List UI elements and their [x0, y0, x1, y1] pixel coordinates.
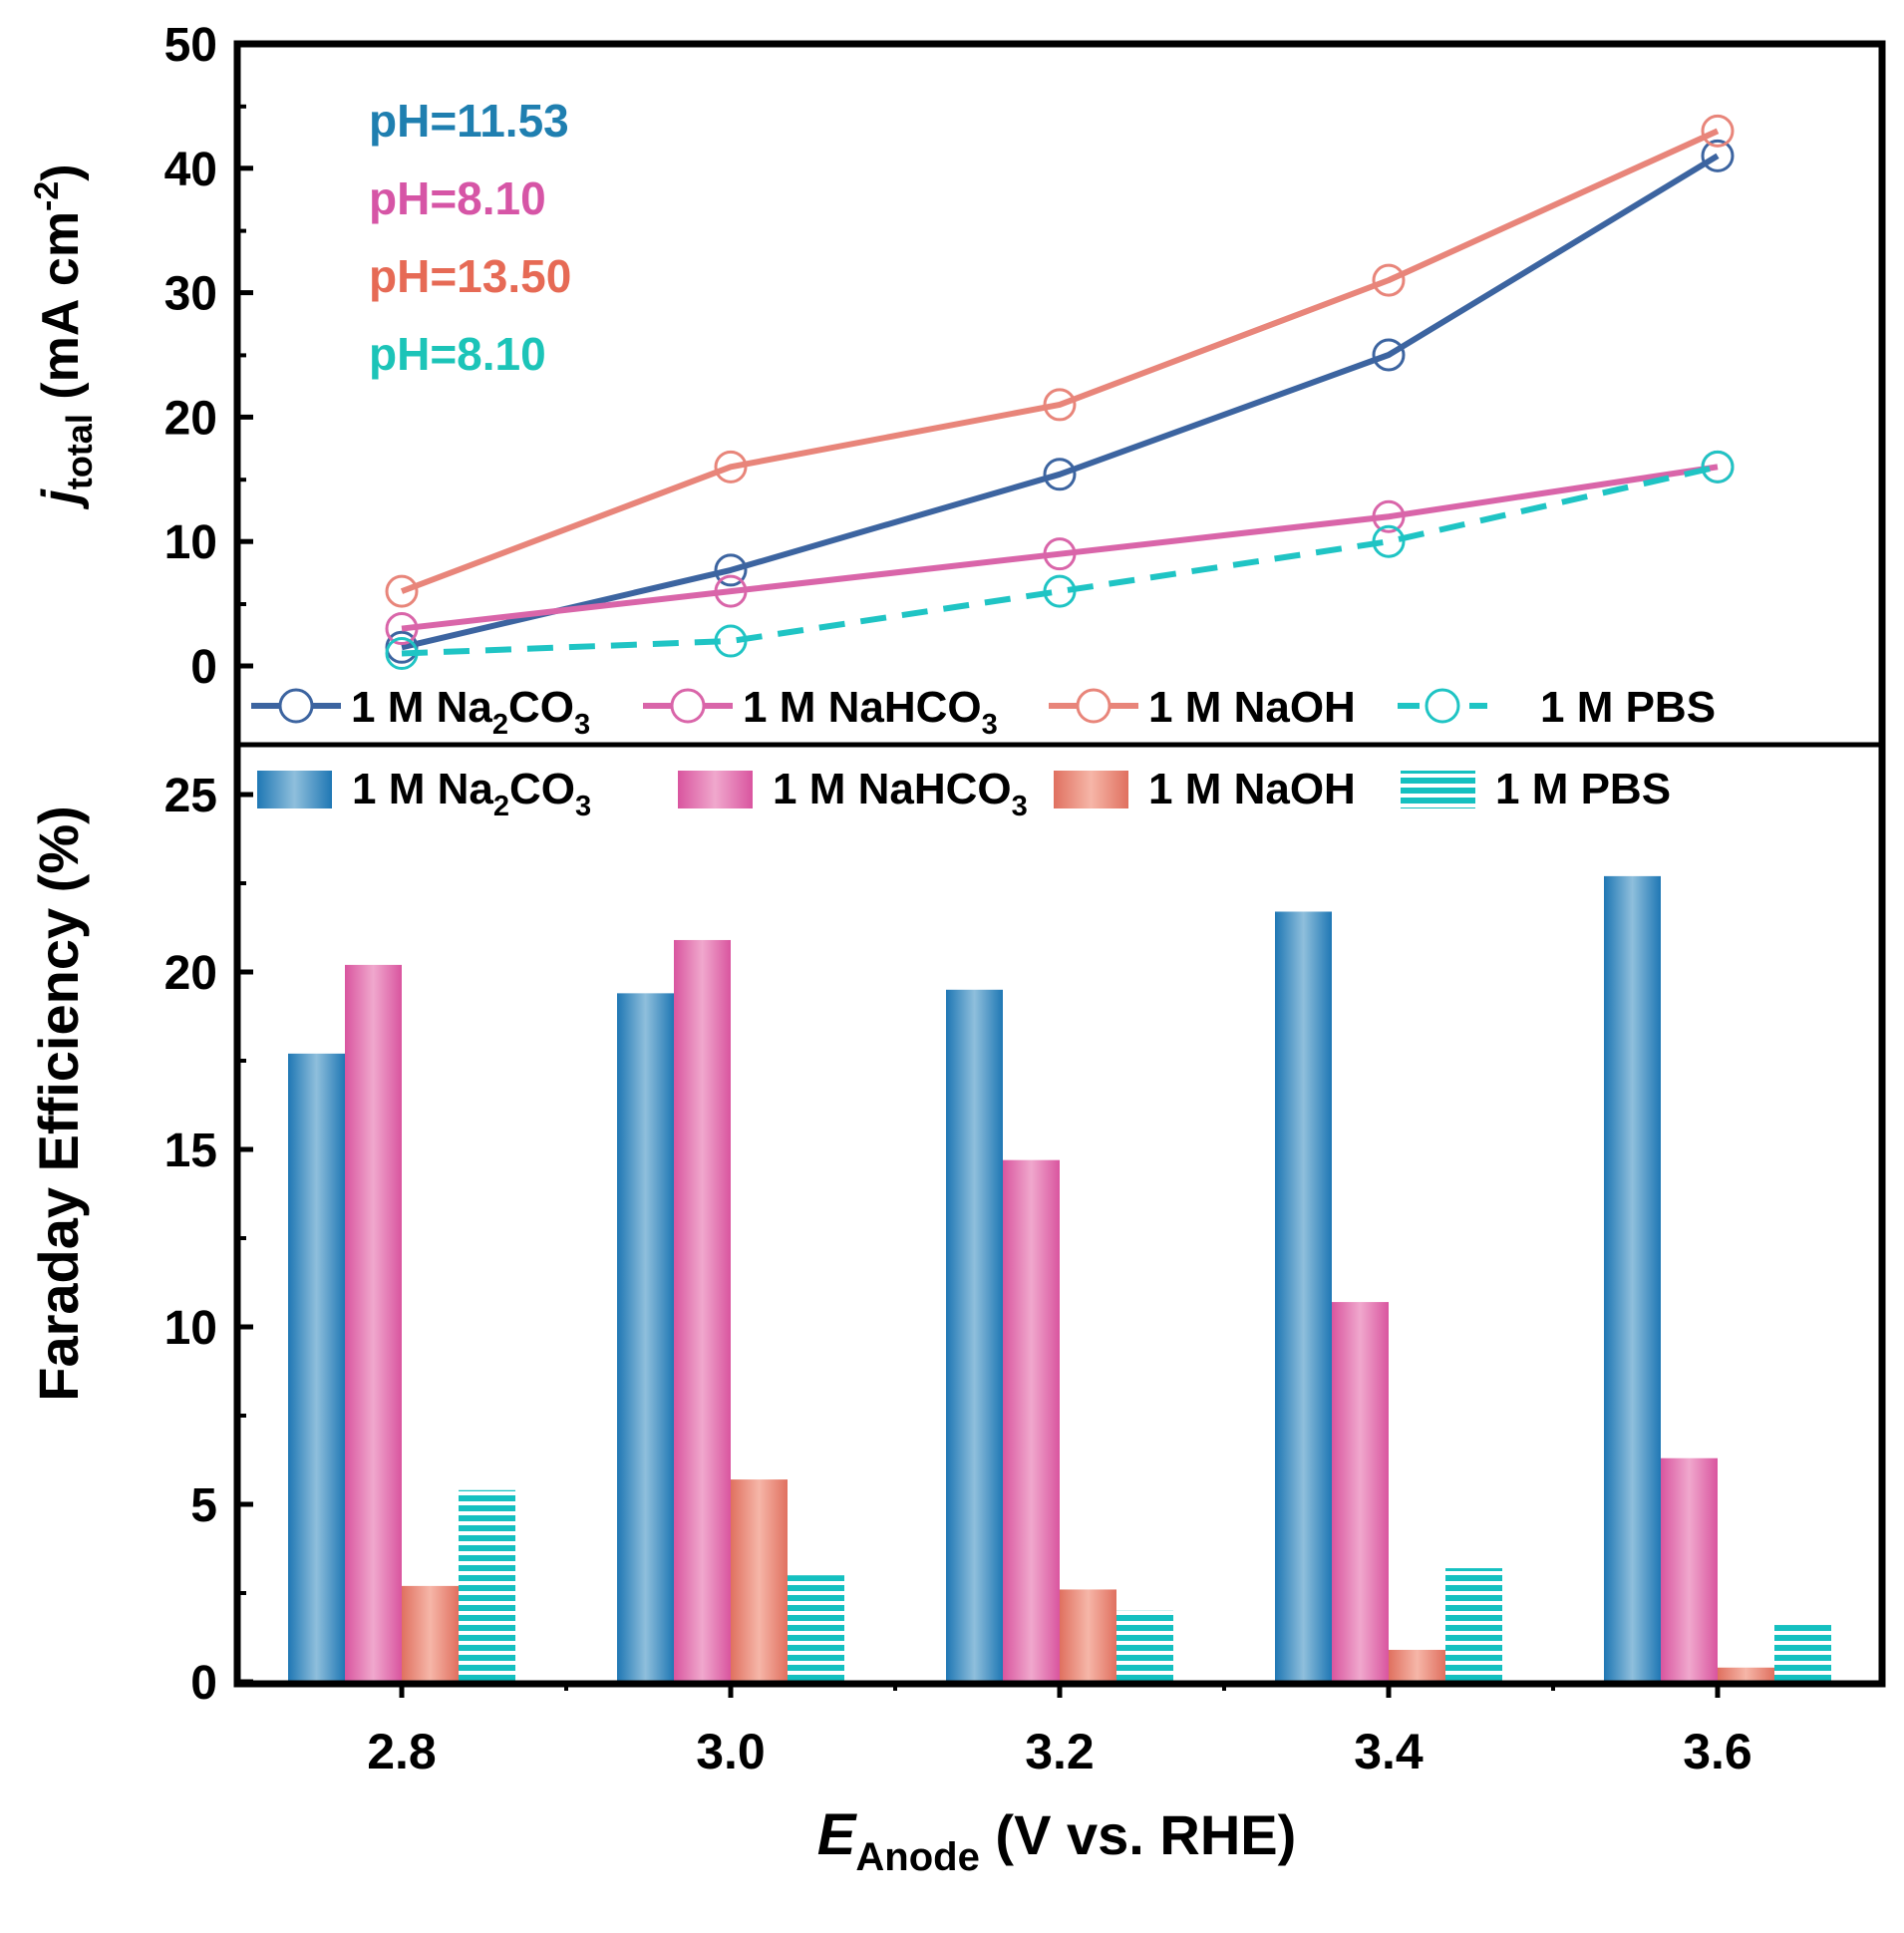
ph-annotation: pH=11.53: [369, 95, 569, 147]
bottom-y-tick-label: 0: [190, 1657, 217, 1710]
data-point: [1043, 537, 1077, 571]
top-y-tick-label: 10: [164, 516, 217, 569]
bottom-y-tick-label: 25: [164, 770, 217, 822]
legend-label: 1 M NaHCO3: [743, 683, 998, 741]
data-point: [714, 553, 748, 587]
bar: [1774, 1625, 1831, 1682]
series-line: [401, 464, 1719, 657]
legend-swatch: [257, 771, 332, 808]
bottom-y-axis: 0 5 10 15 20 25: [164, 770, 253, 1710]
x-tick-label: 3.6: [1683, 1724, 1752, 1779]
data-point: [385, 612, 419, 646]
top-legend: 1 M Na2CO3 1 M NaHCO3 1 M NaOH 1 M PBS: [251, 683, 1716, 741]
x-tick-label: 3.0: [696, 1724, 766, 1779]
data-point: [1043, 574, 1077, 608]
bar: [1445, 1568, 1502, 1682]
data-point: [1701, 450, 1735, 483]
legend-label: 1 M PBS: [1540, 683, 1716, 732]
data-point: [1372, 263, 1406, 297]
legend-marker: [1425, 688, 1460, 724]
bar: [345, 964, 402, 1682]
ph-annotations: pH=11.53 pH=8.10 pH=13.50 pH=8.10: [369, 95, 571, 380]
ph-annotation: pH=8.10: [369, 172, 546, 224]
bar: [459, 1489, 515, 1682]
legend-label: 1 M Na2CO3: [351, 683, 590, 741]
ph-annotation: pH=8.10: [369, 328, 546, 380]
bar: [674, 939, 731, 1682]
top-y-tick-label: 20: [164, 392, 217, 445]
legend-label: 1 M Na2CO3: [352, 765, 591, 822]
data-point: [385, 574, 419, 608]
top-y-tick-label: 50: [164, 19, 217, 72]
series-line: [400, 128, 1720, 594]
data-point: [714, 624, 748, 658]
series-line: [401, 153, 1720, 651]
legend-swatch: [1054, 771, 1128, 808]
data-point: [1372, 338, 1406, 372]
top-y-tick-label: 0: [190, 641, 217, 694]
series-line: [401, 464, 1719, 632]
legend-label: 1 M NaOH: [1148, 683, 1356, 732]
top-y-tick-label: 40: [164, 144, 217, 196]
bottom-y-axis-label: Faraday Efficiency (%): [27, 805, 90, 1402]
bar: [1332, 1302, 1389, 1682]
bottom-bars: [288, 875, 1831, 1682]
data-point: [1043, 458, 1077, 491]
bar: [1389, 1649, 1445, 1682]
x-axis-label: EAnode (V vs. RHE): [817, 1802, 1297, 1879]
bottom-y-tick-label: 15: [164, 1125, 217, 1177]
plot-frame: [233, 40, 1886, 1688]
data-point: [385, 637, 419, 671]
legend-marker: [278, 688, 314, 724]
bottom-y-tick-label: 20: [164, 947, 217, 1000]
current-density-panel: 0 10 20 30 40 50 pH=11.53 pH=8.10 pH=13.50 pH=8.…: [28, 19, 1735, 741]
bottom-y-tick-label: 5: [190, 1479, 217, 1532]
bar: [731, 1479, 788, 1682]
bar: [1718, 1667, 1774, 1682]
top-y-axis: 0 10 20 30 40 50: [164, 19, 253, 694]
bar: [1116, 1610, 1173, 1682]
bar: [1060, 1589, 1116, 1682]
top-y-axis-label: jtotal (mA cm-2): [28, 163, 100, 509]
bar: [1604, 875, 1661, 1682]
legend-label: 1 M NaOH: [1148, 765, 1356, 813]
legend-label: 1 M NaHCO3: [773, 765, 1028, 822]
x-axis: 2.8 3.0 3.2 3.4 3.6: [367, 1682, 1752, 1779]
bar: [946, 989, 1003, 1682]
legend-marker: [670, 688, 706, 724]
top-y-tick-label: 30: [164, 268, 217, 321]
data-point: [714, 450, 748, 483]
data-point: [1701, 139, 1735, 172]
bar: [1275, 911, 1332, 1682]
data-point: [1372, 499, 1406, 533]
legend-swatch: [1401, 771, 1475, 808]
data-point: [1043, 388, 1077, 422]
legend-label: 1 M PBS: [1495, 765, 1671, 813]
bottom-y-tick-label: 10: [164, 1302, 217, 1355]
legend-marker: [1076, 688, 1111, 724]
bar: [617, 993, 674, 1682]
bottom-legend: 1 M Na2CO3 1 M NaHCO3 1 M NaOH 1 M PBS: [257, 765, 1671, 822]
data-point: [1372, 524, 1406, 558]
top-plot-lines: [385, 114, 1735, 671]
data-point: [1701, 114, 1735, 148]
bar: [788, 1575, 844, 1682]
x-tick-label: 3.2: [1025, 1724, 1095, 1779]
data-point: [714, 574, 748, 608]
bar: [1003, 1159, 1060, 1682]
x-tick-label: 2.8: [367, 1724, 437, 1779]
ph-annotation: pH=13.50: [369, 250, 571, 302]
bar: [288, 1053, 345, 1682]
x-tick-label: 3.4: [1354, 1724, 1424, 1779]
bar: [1661, 1457, 1718, 1682]
legend-swatch: [678, 771, 753, 808]
bar: [402, 1585, 459, 1682]
